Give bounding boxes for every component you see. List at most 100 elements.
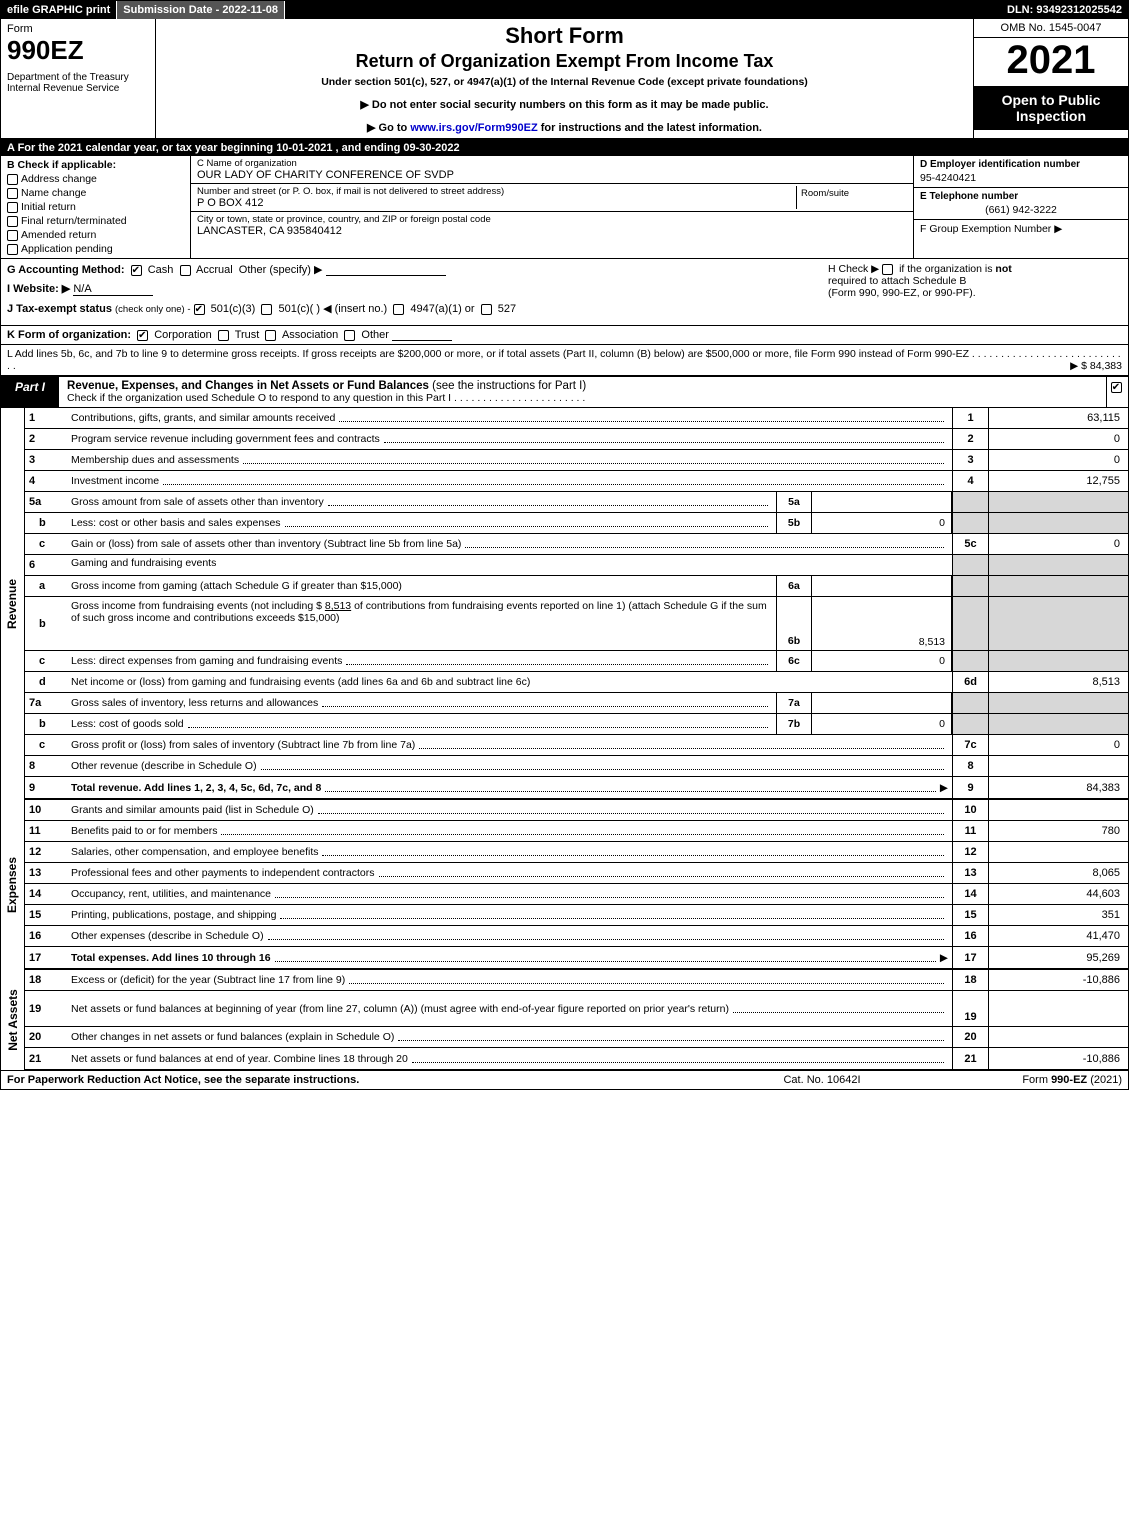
- ln4-v: 12,755: [988, 471, 1128, 491]
- tax-year: 2021: [974, 38, 1128, 86]
- ln13-d: Professional fees and other payments to …: [71, 867, 375, 879]
- ln15-r: 15: [952, 905, 988, 925]
- e-label: E Telephone number: [920, 191, 1122, 202]
- form-header: Form 990EZ Department of the Treasury In…: [1, 19, 1128, 140]
- opt-address-change: Address change: [21, 173, 97, 185]
- ln20-d: Other changes in net assets or fund bala…: [71, 1031, 394, 1043]
- ln20-r: 20: [952, 1027, 988, 1047]
- chk-accrual[interactable]: [180, 265, 191, 276]
- efile-print[interactable]: efile GRAPHIC print: [1, 1, 117, 19]
- col-c: C Name of organization OUR LADY OF CHARI…: [191, 156, 913, 258]
- g-other-blank[interactable]: [326, 264, 446, 276]
- c-addr-label: Number and street (or P. O. box, if mail…: [197, 186, 796, 197]
- ln6b-vs: [988, 597, 1128, 650]
- ln21-v: -10,886: [988, 1048, 1128, 1069]
- ln9-n: 9: [25, 777, 67, 798]
- ln5a-rs: [952, 492, 988, 512]
- ln17-n: 17: [25, 947, 67, 968]
- open-inspection: Open to Public Inspection: [974, 86, 1128, 130]
- chk-name-change[interactable]: [7, 188, 18, 199]
- part1-paren: (see the instructions for Part I): [432, 380, 586, 392]
- chk-initial-return[interactable]: [7, 202, 18, 213]
- c-org-name: OUR LADY OF CHARITY CONFERENCE OF SVDP: [197, 169, 454, 181]
- ln5c-d: Gain or (loss) from sale of assets other…: [71, 538, 461, 550]
- ln5b-vs: [988, 513, 1128, 533]
- j-4947: 4947(a)(1) or: [410, 303, 474, 315]
- chk-assoc[interactable]: [265, 330, 276, 341]
- part1-header: Part I Revenue, Expenses, and Changes in…: [1, 377, 1128, 408]
- ln6b-m: 6b: [776, 597, 812, 650]
- ln1-v: 63,115: [988, 408, 1128, 428]
- header-left: Form 990EZ Department of the Treasury In…: [1, 19, 156, 138]
- ln2-d: Program service revenue including govern…: [71, 433, 380, 445]
- ln5a-n: 5a: [25, 492, 67, 512]
- row-k: K Form of organization: Corporation Trus…: [1, 326, 1128, 345]
- ln6c-m: 6c: [776, 651, 812, 671]
- i-label: I Website: ▶: [7, 283, 70, 295]
- footer-cat: Cat. No. 10642I: [722, 1074, 922, 1086]
- ln12-n: 12: [25, 842, 67, 862]
- ln11-v: 780: [988, 821, 1128, 841]
- ln6d-n: d: [25, 672, 67, 692]
- ln5b-d: Less: cost or other basis and sales expe…: [71, 517, 281, 529]
- chk-other-org[interactable]: [344, 330, 355, 341]
- ln21-r: 21: [952, 1048, 988, 1069]
- ln14-v: 44,603: [988, 884, 1128, 904]
- ln7c-d: Gross profit or (loss) from sales of inv…: [71, 739, 415, 751]
- ln9-r: 9: [952, 777, 988, 798]
- chk-trust[interactable]: [218, 330, 229, 341]
- chk-address-change[interactable]: [7, 174, 18, 185]
- ln6a-n: a: [25, 576, 67, 596]
- ln6a-m: 6a: [776, 576, 812, 596]
- form-label: Form: [7, 23, 149, 35]
- section-g-to-j: G Accounting Method: Cash Accrual Other …: [1, 259, 1128, 326]
- ln1-n: 1: [25, 408, 67, 428]
- opt-pending: Application pending: [21, 243, 113, 255]
- note2-pre: ▶ Go to: [367, 122, 410, 134]
- ln14-r: 14: [952, 884, 988, 904]
- f-arrow: ▶: [1054, 223, 1062, 235]
- chk-corp[interactable]: [137, 330, 148, 341]
- chk-schedule-o[interactable]: [1111, 382, 1122, 393]
- part1-title: Revenue, Expenses, and Changes in Net As…: [67, 380, 432, 392]
- ln5b-rs: [952, 513, 988, 533]
- irs-link[interactable]: www.irs.gov/Form990EZ: [410, 122, 537, 134]
- d-ein: 95-4240421: [920, 172, 1122, 184]
- ln6c-d: Less: direct expenses from gaming and fu…: [71, 655, 342, 667]
- j-501c: 501(c)( ): [278, 303, 320, 315]
- chk-h[interactable]: [882, 264, 893, 275]
- chk-amended[interactable]: [7, 230, 18, 241]
- k-other-blank[interactable]: [392, 329, 452, 341]
- ln17-v: 95,269: [988, 947, 1128, 968]
- chk-4947[interactable]: [393, 304, 404, 315]
- chk-501c3[interactable]: [194, 304, 205, 315]
- k-corp: Corporation: [154, 329, 211, 341]
- chk-final-return[interactable]: [7, 216, 18, 227]
- ln7b-d: Less: cost of goods sold: [71, 718, 184, 730]
- col-def: D Employer identification number 95-4240…: [913, 156, 1128, 258]
- ln7b-vs: [988, 714, 1128, 734]
- chk-cash[interactable]: [131, 265, 142, 276]
- g-accrual: Accrual: [196, 264, 233, 276]
- ln6b-u: 8,513: [325, 600, 351, 612]
- col-b: B Check if applicable: Address change Na…: [1, 156, 191, 258]
- d-label: D Employer identification number: [920, 159, 1122, 170]
- ln6b-d1: Gross income from fundraising events (no…: [71, 600, 325, 612]
- section-b-to-f: B Check if applicable: Address change Na…: [1, 156, 1128, 259]
- ln11-n: 11: [25, 821, 67, 841]
- ln6-d: Gaming and fundraising events: [67, 555, 952, 575]
- chk-pending[interactable]: [7, 244, 18, 255]
- ln6d-d: Net income or (loss) from gaming and fun…: [71, 676, 530, 688]
- row-l: L Add lines 5b, 6c, and 7b to line 9 to …: [1, 345, 1128, 377]
- ln7a-d: Gross sales of inventory, less returns a…: [71, 697, 318, 709]
- h-box: H Check ▶ if the organization is not req…: [822, 263, 1122, 321]
- ln5b-n: b: [25, 513, 67, 533]
- ln7c-r: 7c: [952, 735, 988, 755]
- chk-501c[interactable]: [261, 304, 272, 315]
- h-line3: (Form 990, 990-EZ, or 990-PF).: [828, 287, 976, 299]
- note-ssn: ▶ Do not enter social security numbers o…: [162, 98, 967, 111]
- ln19-r: 19: [952, 991, 988, 1026]
- j-insert: (insert no.): [335, 303, 388, 315]
- chk-527[interactable]: [481, 304, 492, 315]
- ln18-d: Excess or (deficit) for the year (Subtra…: [71, 974, 345, 986]
